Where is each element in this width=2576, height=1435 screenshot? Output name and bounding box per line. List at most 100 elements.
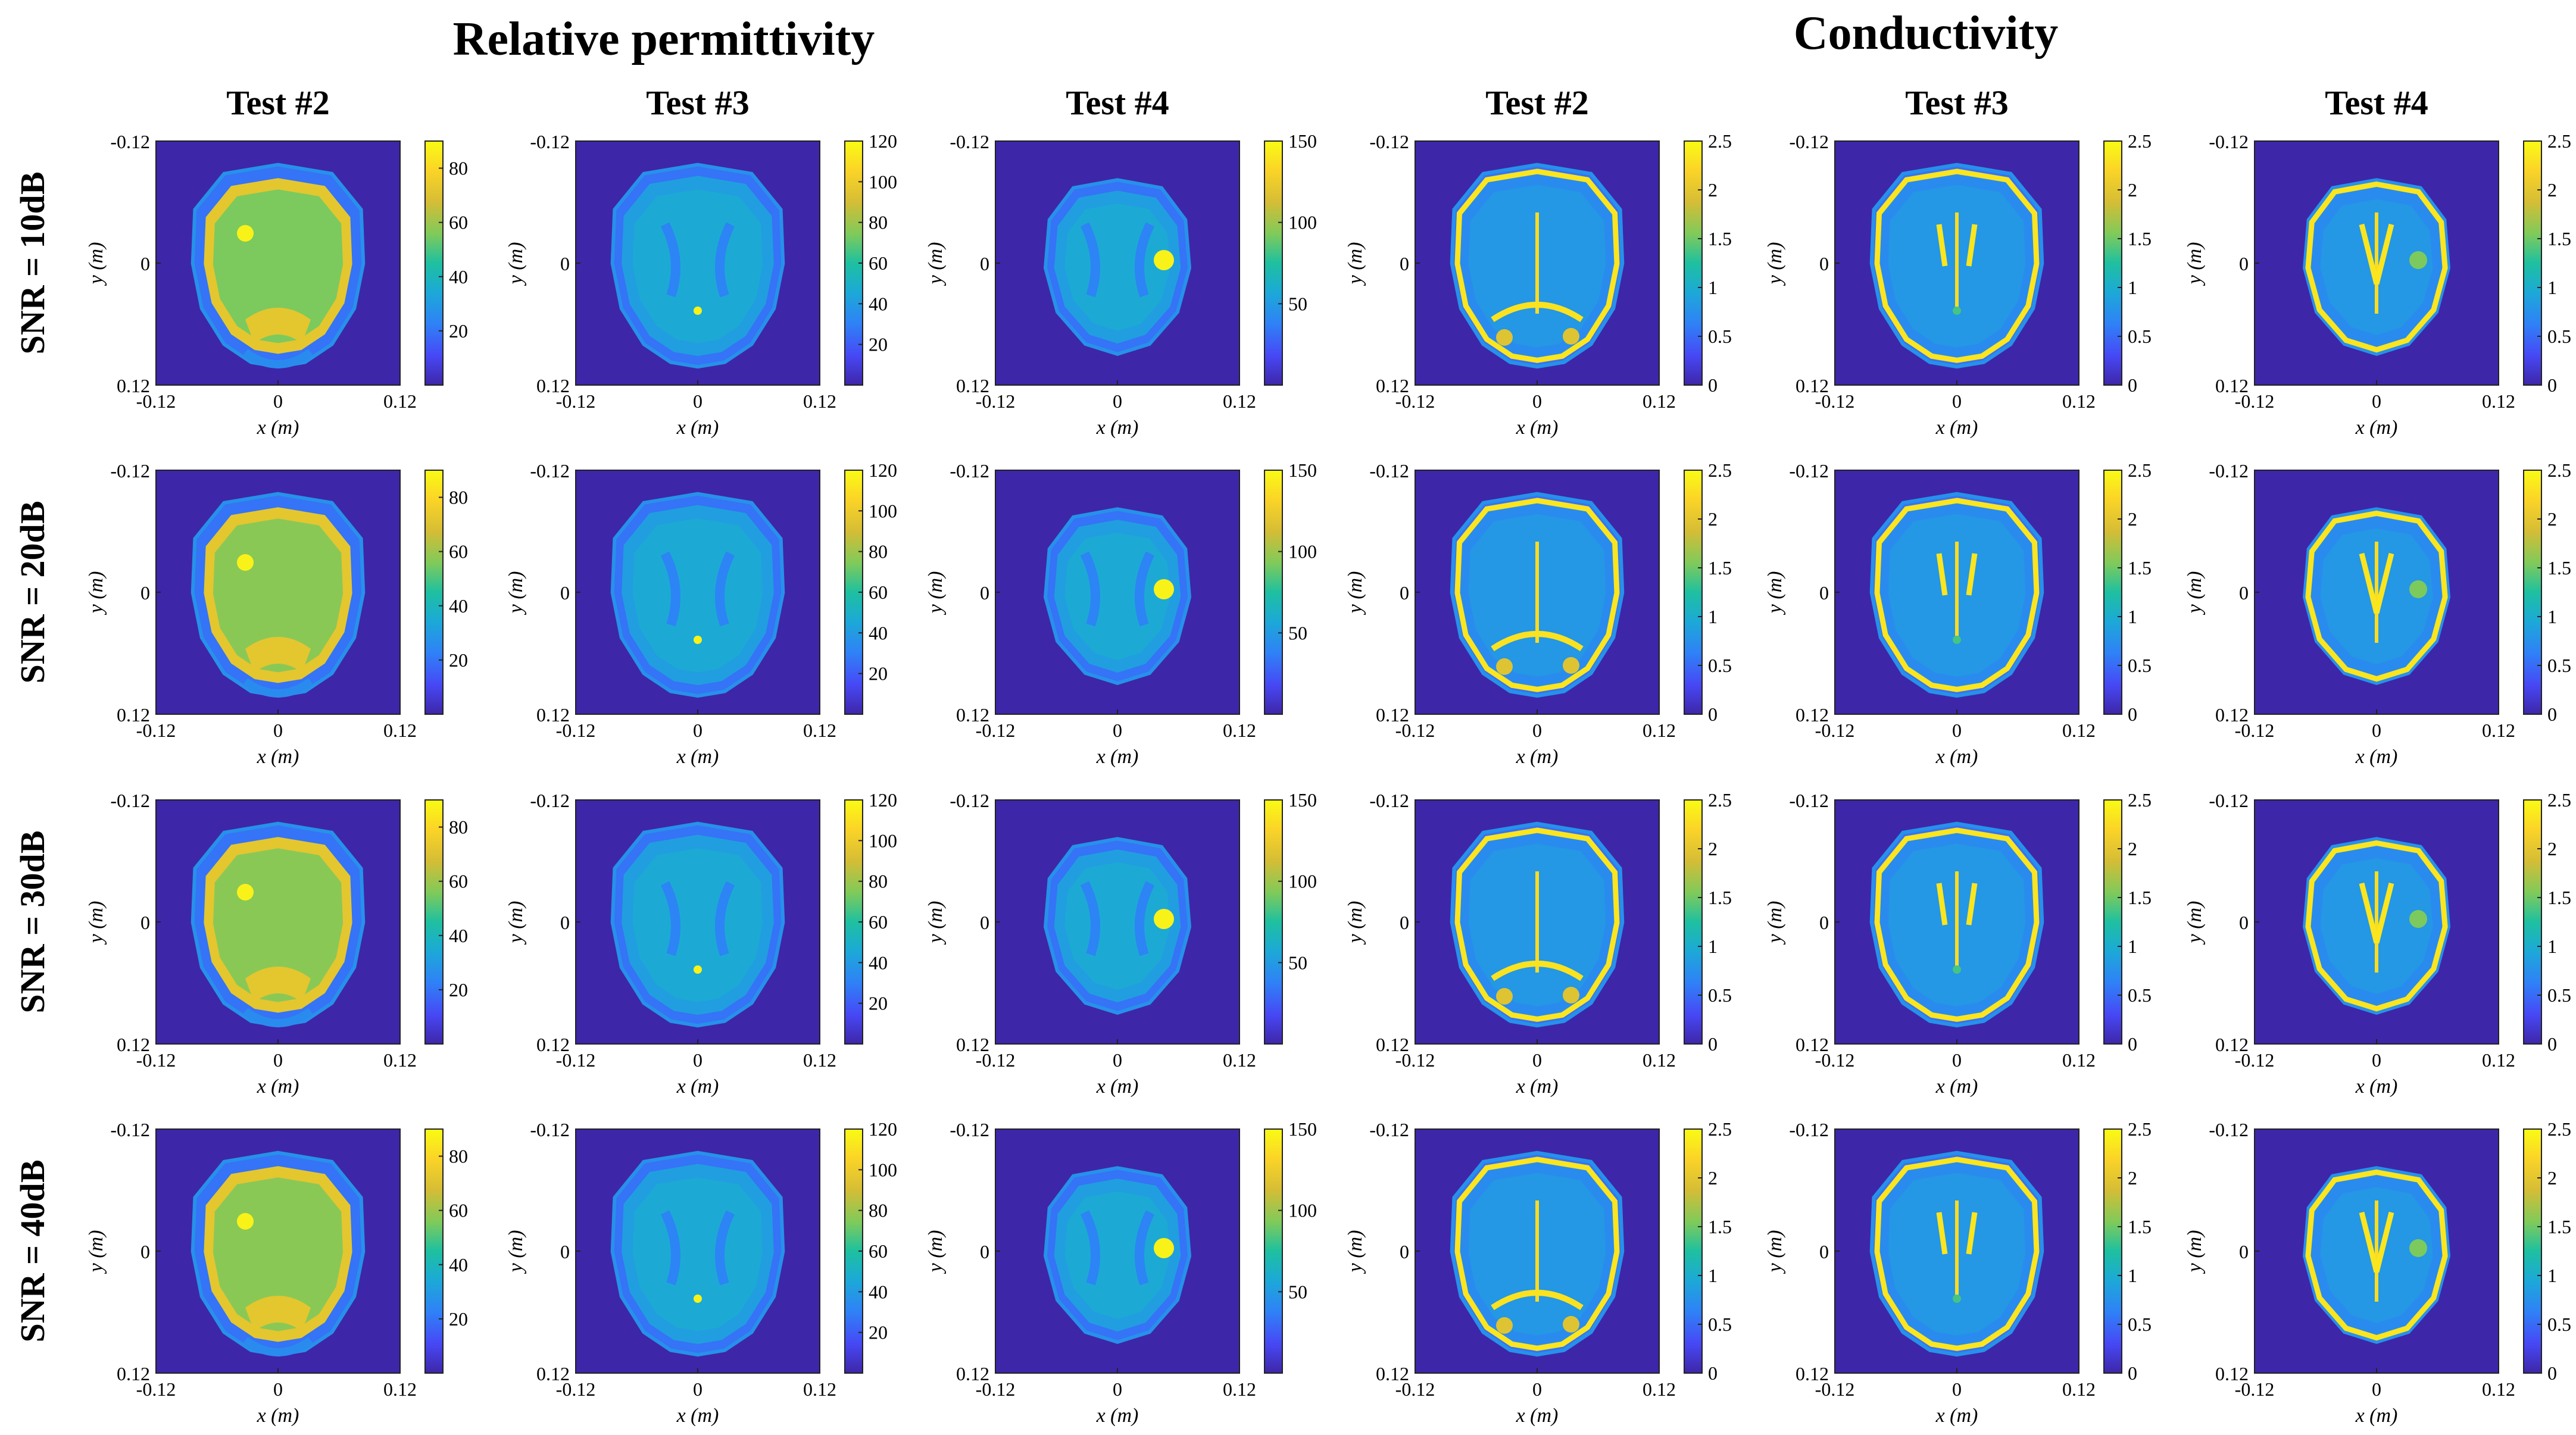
colorbar-tick-label: 2 [2547,1167,2557,1189]
colorbar-tick-label: 2.5 [2128,789,2152,811]
ventricle-region [1135,551,1155,627]
colorbar-tick-label: 60 [869,581,888,603]
colorbar-tick-label: 1 [1708,936,1718,957]
x-tick-label: 0 [273,390,283,412]
x-axis-label: x (m) [1516,1405,1559,1427]
x-tick-label: -0.12 [1395,1378,1435,1400]
target-marker [694,307,702,315]
ventricle-region [1080,222,1100,298]
y-tick-label: 0 [2239,253,2249,274]
y-tick-label: 0.12 [1376,704,1409,726]
colorbar-tick-label: 120 [869,789,897,811]
colorbar-tick-label: 50 [1288,622,1307,643]
y-axis-label: y (m) [1764,571,1786,615]
x-tick-label: 0 [1532,1378,1542,1400]
y-axis-label: y (m) [925,1230,947,1274]
colorbar-tick-label: 2.5 [2547,789,2571,811]
target-marker [1496,988,1513,1005]
y-tick-label: 0.12 [117,704,150,726]
x-tick-label: 0 [2372,390,2381,412]
colorbar-tick-label: 0 [2547,1362,2557,1384]
ventricle-region [1135,1210,1155,1286]
x-tick-label: 0.12 [1643,1378,1676,1400]
colorbar-tick-label: 1.5 [2128,228,2152,249]
colorbar-tick-label: 1.5 [1708,887,1732,908]
jaw-region [1491,961,1584,981]
y-tick-label: -0.12 [1369,131,1409,152]
colorbar-tick-label: 1 [1708,606,1718,627]
y-tick-label: 0 [1400,582,1409,604]
y-tick-label: -0.12 [1369,790,1409,811]
y-axis-label: y (m) [1764,242,1786,286]
column-title: Test #4 [2325,83,2428,122]
y-tick-label: 0.12 [536,1034,570,1055]
x-tick-label: 0.12 [383,1049,417,1071]
colorbar-tick-label: 80 [869,871,888,892]
ventricle-region [1080,1210,1100,1286]
colorbar-tick-label: 100 [869,500,897,521]
x-axis-label: x (m) [257,1405,299,1427]
colorbar-tick-label: 0 [2128,374,2137,396]
colorbar-tick-label: 40 [869,293,888,314]
column-title: Test #2 [226,83,330,122]
jaw-region [245,1296,311,1331]
target-marker [2409,251,2427,269]
tongue-region [242,1008,314,1027]
colorbar-tick-label: 40 [869,622,888,643]
colorbar-tick-label: 2 [2128,508,2137,530]
jaw-region [1491,302,1584,323]
x-tick-label: 0.12 [1223,720,1256,741]
jaw-region [245,637,311,673]
colorbar-tick-label: 0.5 [1708,1314,1732,1335]
target-marker [1563,1316,1579,1333]
colorbar-tick-label: 2.5 [1708,1118,1732,1140]
y-tick-label: 0.12 [956,704,989,726]
x-tick-label: -0.12 [976,720,1016,741]
y-tick-label: -0.12 [2209,460,2249,482]
colorbar-tick-label: 1 [1708,277,1718,298]
target-marker [1154,250,1174,270]
colorbar-tick-label: 50 [1288,1281,1307,1302]
x-tick-label: -0.12 [556,390,596,412]
x-tick-label: 0.12 [803,1049,836,1071]
y-tick-label: 0 [1819,1241,1829,1262]
ventricle-region [715,551,735,627]
x-tick-label: 0 [693,390,702,412]
x-axis-label: x (m) [1935,746,1978,768]
y-tick-label: -0.12 [1369,460,1409,482]
y-axis-label: y (m) [2184,901,2206,945]
ventricle-region [660,1210,680,1286]
colorbar-tick-label: 0.5 [2547,1314,2571,1335]
y-tick-label: 0.12 [536,704,570,726]
x-tick-label: 0.12 [383,720,417,741]
x-tick-label: 0 [1113,1378,1122,1400]
target-marker [1563,328,1579,345]
ventricle-region [660,222,680,298]
colorbar-tick-label: 150 [1288,789,1317,811]
colorbar-tick-label: 80 [869,212,888,233]
x-axis-label: x (m) [676,746,719,768]
y-axis-label: y (m) [85,242,107,286]
colorbar-tick-label: 2.5 [2547,1118,2571,1140]
row-label: SNR = 10dB [13,171,52,354]
x-tick-label: -0.12 [1815,390,1855,412]
y-axis-label: y (m) [505,242,527,286]
y-tick-label: 0 [1819,582,1829,604]
x-tick-label: 0 [693,1378,702,1400]
target-marker [694,1295,702,1303]
colorbar-tick-label: 120 [869,130,897,152]
x-tick-label: -0.12 [1395,390,1435,412]
x-tick-label: 0.12 [2062,1049,2096,1071]
ventricle-region [1080,551,1100,627]
y-tick-label: 0 [2239,1241,2249,1262]
target-marker [1496,658,1513,675]
y-tick-label: 0.12 [1796,375,1829,396]
x-axis-label: x (m) [1096,746,1139,768]
jaw-region [1491,631,1584,652]
y-axis-label: y (m) [925,571,947,615]
colorbar-tick-label: 80 [449,1146,468,1167]
y-tick-label: 0.12 [1796,1363,1829,1384]
target-marker [237,554,254,571]
